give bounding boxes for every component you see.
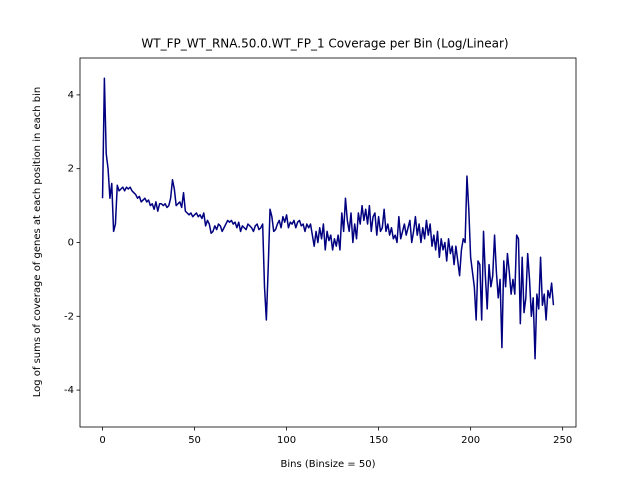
chart-title: WT_FP_WT_RNA.50.0.WT_FP_1 Coverage per B…	[141, 37, 508, 51]
y-tick-label: 0	[68, 238, 74, 249]
y-tick-label: -4	[64, 385, 74, 396]
y-axis-label: Log of sums of coverage of genes at each…	[32, 87, 43, 398]
x-tick-label: 200	[461, 435, 480, 446]
data-line	[101, 77, 555, 360]
x-tick-label: 150	[369, 435, 388, 446]
y-tick-label: 4	[68, 90, 74, 101]
y-tick-label: 2	[68, 164, 74, 175]
x-tick-label: 250	[553, 435, 572, 446]
axes-frame	[79, 57, 577, 428]
y-tick-label: -2	[64, 311, 74, 322]
x-tick-label: 100	[277, 435, 296, 446]
x-tick-label: 50	[188, 435, 201, 446]
x-axis-label: Bins (Binsize = 50)	[281, 459, 376, 470]
x-tick-label: 0	[99, 435, 105, 446]
